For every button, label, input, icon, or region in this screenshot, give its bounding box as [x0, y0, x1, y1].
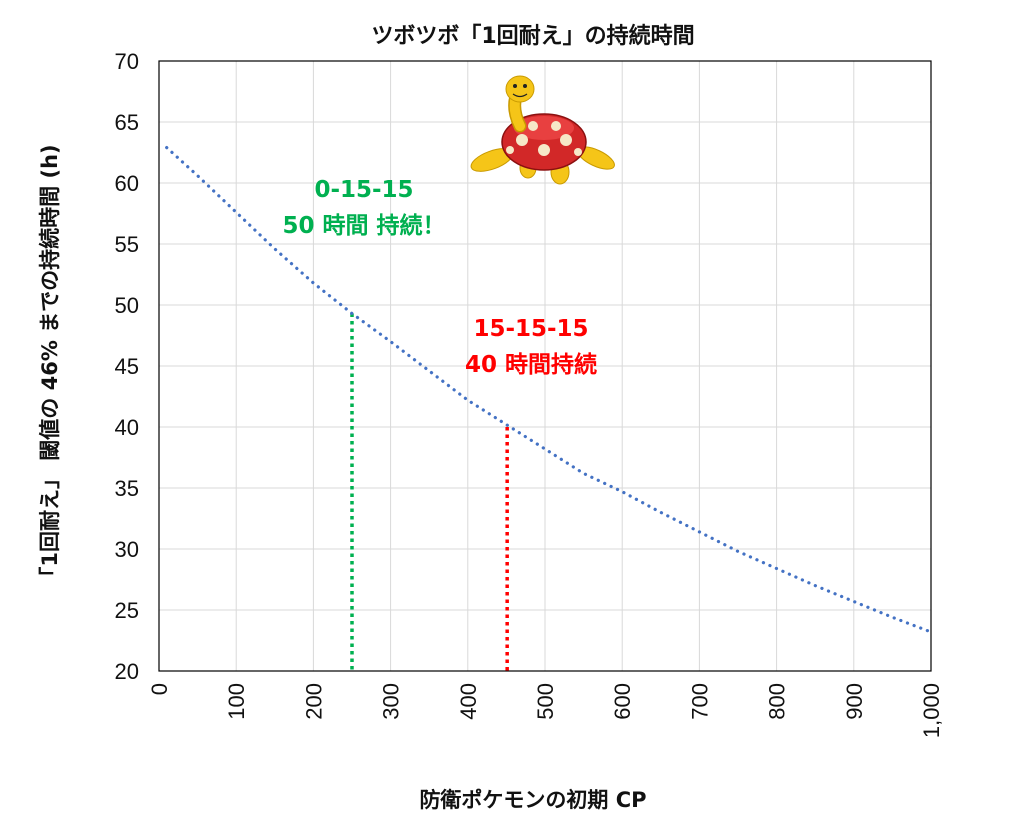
y-tick-label: 40 — [115, 415, 139, 440]
x-tick-label: 700 — [687, 683, 712, 720]
shuckle-mascot-icon — [470, 75, 615, 185]
reference-lines — [350, 313, 509, 671]
x-tick-label: 800 — [765, 683, 790, 720]
x-tick-label: 0 — [147, 683, 172, 695]
y-tick-label: 35 — [115, 476, 139, 501]
x-tick-label: 400 — [456, 683, 481, 720]
y-tick-label: 70 — [115, 49, 139, 74]
x-tick-label: 300 — [379, 683, 404, 720]
series-layer — [165, 146, 933, 634]
x-axis-label: 防衛ポケモンの初期 CP — [419, 788, 646, 812]
y-tick-label: 65 — [115, 110, 139, 135]
y-axis-label: 「1回耐え」 閾値の 46% までの持続時間 (h) — [38, 144, 62, 587]
chart-title: ツボツボ「1回耐え」の持続時間 — [371, 23, 694, 49]
x-tick-label: 600 — [610, 683, 635, 720]
annotations: 0-15-15 50 時間 持続！ 15-15-15 40 時間持続 — [282, 177, 597, 378]
x-tick-label: 200 — [301, 683, 326, 720]
plot-area-border — [158, 60, 932, 672]
y-tick-label: 45 — [115, 354, 139, 379]
y-tick-label: 55 — [115, 232, 139, 257]
x-tick-label: 100 — [224, 683, 249, 720]
y-tick-label: 50 — [115, 293, 139, 318]
x-tick-label: 1,000 — [919, 683, 944, 738]
annotation-2-line-1: 15-15-15 — [473, 316, 588, 342]
annotation-1-line-2: 50 時間 持続！ — [282, 212, 445, 239]
annotation-1-line-1: 0-15-15 — [314, 177, 413, 203]
y-tick-label: 60 — [115, 171, 139, 196]
annotation-2-line-2: 40 時間持続 — [465, 351, 597, 378]
y-tick-label: 20 — [115, 659, 139, 684]
x-tick-label: 900 — [842, 683, 867, 720]
y-tick-label: 30 — [115, 537, 139, 562]
series-line-1 — [165, 146, 933, 634]
y-tick-label: 25 — [115, 598, 139, 623]
x-tick-label: 500 — [533, 683, 558, 720]
